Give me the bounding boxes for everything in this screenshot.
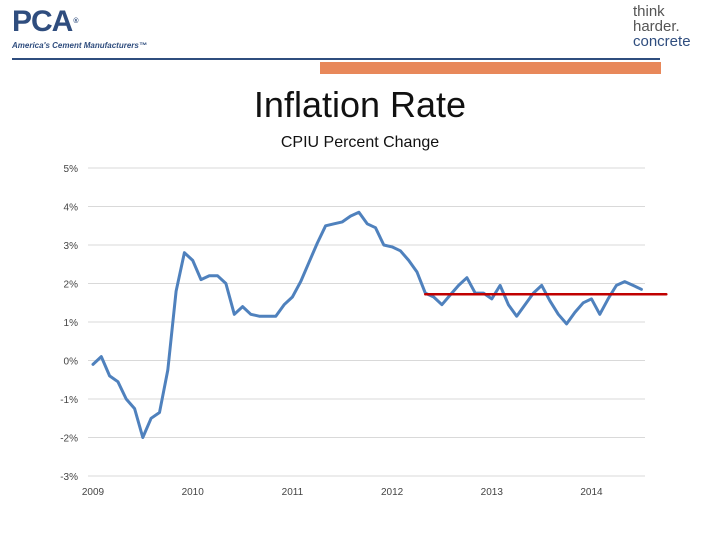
y-tick-label: 0% <box>64 357 79 368</box>
header-rule-navy <box>12 58 660 60</box>
logo-line-3: concrete <box>633 33 691 50</box>
y-axis-ticks: 5% 4% 3% 2% 1% 0% -1% -2% -3% <box>60 164 78 483</box>
x-tick-label: 2010 <box>182 487 205 498</box>
x-tick-label: 2013 <box>481 487 504 498</box>
x-tick-label: 2009 <box>82 487 105 498</box>
logo-line-2: harder. <box>633 18 680 35</box>
cpiu-series-line <box>91 210 643 439</box>
header-rule-orange <box>320 62 661 74</box>
chart-series <box>91 210 668 439</box>
logo-line-1: think <box>633 3 665 20</box>
pca-logo-mark: PCA® <box>12 5 79 38</box>
y-tick-label: -2% <box>60 434 78 445</box>
y-tick-label: 5% <box>64 164 79 175</box>
x-tick-label: 2011 <box>282 487 304 498</box>
x-axis-ticks: 2009 2010 2011 2012 2013 2014 <box>82 487 603 498</box>
think-harder-concrete-logo: think harder. concrete <box>633 4 717 54</box>
y-tick-label: 3% <box>64 241 79 252</box>
chart-title: CPIU Percent Change <box>281 134 439 151</box>
y-tick-label: 4% <box>64 203 79 214</box>
y-tick-label: -3% <box>60 472 78 483</box>
y-tick-label: 1% <box>64 318 79 329</box>
chart-grid <box>88 167 645 477</box>
y-tick-label: -1% <box>60 395 78 406</box>
pca-logo: PCA® America's Cement Manufacturers™ <box>12 6 152 54</box>
x-tick-label: 2012 <box>381 487 404 498</box>
page-title: Inflation Rate <box>253 84 467 125</box>
y-tick-label: 2% <box>64 280 79 291</box>
pca-tagline: America's Cement Manufacturers™ <box>12 41 147 50</box>
x-tick-label: 2014 <box>580 487 603 498</box>
